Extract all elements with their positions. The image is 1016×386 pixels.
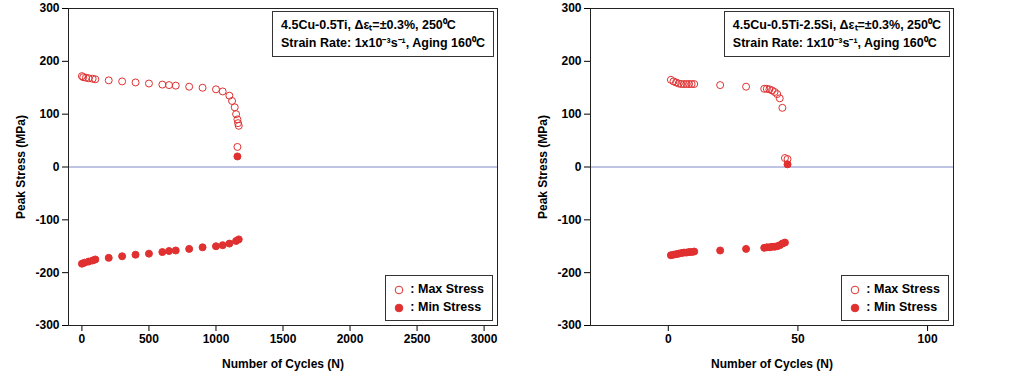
svg-text:-300: -300 xyxy=(35,318,59,332)
html-text:4.5Cu-0.5Ti-2.5Si, Δεₜ=±0.3%,: 4.5Cu-0.5Ti-2.5Si, Δεₜ=±0.3%, 250⁰C xyxy=(732,18,941,32)
svg-text:300: 300 xyxy=(561,1,581,15)
svg-text:100: 100 xyxy=(39,107,59,121)
svg-text:Number of Cycles (N): Number of Cycles (N) xyxy=(222,357,344,371)
html-text:: Max Stress: : Max Stress xyxy=(866,282,940,296)
svg-text:50: 50 xyxy=(791,332,805,346)
svg-text:Peak Stress (MPa): Peak Stress (MPa) xyxy=(536,115,550,219)
svg-text:-200: -200 xyxy=(35,266,59,280)
svg-text:0: 0 xyxy=(665,332,672,346)
html-text:Strain Rate: 1x10⁻³s⁻¹, Aging: Strain Rate: 1x10⁻³s⁻¹, Aging 160⁰C xyxy=(732,36,937,50)
svg-text:-100: -100 xyxy=(557,213,581,227)
svg-text:0: 0 xyxy=(53,160,60,174)
html-text:: Max Stress: : Max Stress xyxy=(410,282,484,296)
svg-text:-100: -100 xyxy=(35,213,59,227)
html-text:Strain Rate: 1x10⁻³s⁻¹, Aging: Strain Rate: 1x10⁻³s⁻¹, Aging 160⁰C xyxy=(281,36,485,50)
html-text:4.5Cu-0.5Ti, Δεₜ=±0.3%, 250⁰C: 4.5Cu-0.5Ti, Δεₜ=±0.3%, 250⁰C xyxy=(281,18,456,32)
svg-text:0: 0 xyxy=(79,332,86,346)
svg-text:500: 500 xyxy=(139,332,159,346)
svg-text:200: 200 xyxy=(39,54,59,68)
html-text:: Min Stress: : Min Stress xyxy=(866,300,938,314)
svg-text:200: 200 xyxy=(561,54,581,68)
svg-text:Peak Stress (MPa): Peak Stress (MPa) xyxy=(14,115,28,219)
svg-text:100: 100 xyxy=(918,332,938,346)
svg-text:-300: -300 xyxy=(557,318,581,332)
svg-text:1500: 1500 xyxy=(270,332,297,346)
svg-text:300: 300 xyxy=(39,1,59,15)
svg-text:2000: 2000 xyxy=(337,332,364,346)
html-text:: Min Stress: : Min Stress xyxy=(410,300,482,314)
svg-text:3000: 3000 xyxy=(471,332,498,346)
svg-text:0: 0 xyxy=(575,160,582,174)
svg-text:-200: -200 xyxy=(557,266,581,280)
svg-text:100: 100 xyxy=(561,107,581,121)
svg-text:2500: 2500 xyxy=(404,332,431,346)
svg-text:Number of Cycles (N): Number of Cycles (N) xyxy=(711,357,833,371)
svg-text:1000: 1000 xyxy=(203,332,230,346)
